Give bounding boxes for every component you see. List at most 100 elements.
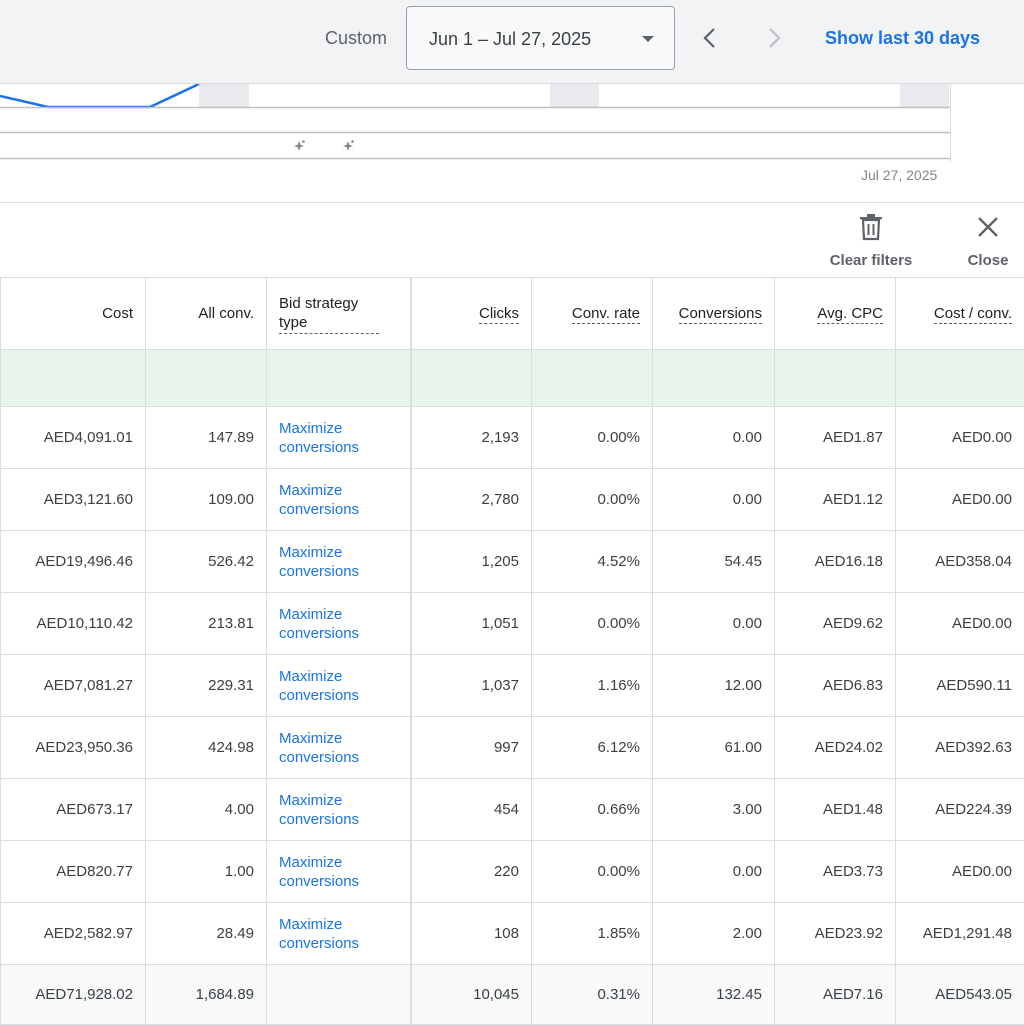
clicks-cell: 2,780 [411, 469, 532, 531]
table-row: AED23,950.36 424.98 Maximize conversions… [1, 717, 1024, 779]
clicks-cell: 220 [411, 841, 532, 903]
table-row: AED10,110.42 213.81 Maximize conversions… [1, 593, 1024, 655]
column-header-clicks[interactable]: Clicks [411, 278, 532, 350]
conv-rate-cell: 0.00% [532, 841, 653, 903]
conv-rate-cell: 0.00% [532, 407, 653, 469]
conv-rate-cell: 0.00% [532, 469, 653, 531]
conv-rate-cell: 4.52% [532, 531, 653, 593]
all-conv-cell: 526.42 [146, 531, 267, 593]
cost-cell: AED19,496.46 [1, 531, 146, 593]
bid-strategy-link[interactable]: Maximize conversions [267, 779, 411, 841]
cost-per-conv-cell: AED358.04 [896, 531, 1024, 593]
conv-rate-cell: 6.12% [532, 717, 653, 779]
cost-cell: AED4,091.01 [1, 407, 146, 469]
conversions-cell: 2.00 [653, 903, 775, 965]
conv-rate-cell: 0.66% [532, 779, 653, 841]
show-last-30-days-link[interactable]: Show last 30 days [825, 28, 980, 49]
avg-cpc-cell: AED9.62 [775, 593, 896, 655]
cost-per-conv-cell: AED0.00 [896, 469, 1024, 531]
column-header-bid-strategy-type[interactable]: Bid strategy type [267, 278, 411, 350]
weekend-band [550, 84, 599, 107]
previous-period-button[interactable] [692, 20, 728, 56]
cost-cell: AED23,950.36 [1, 717, 146, 779]
cost-per-conv-cell: AED392.63 [896, 717, 1024, 779]
total-cost-cell: AED71,928.02 [1, 965, 146, 1025]
avg-cpc-cell: AED6.83 [775, 655, 896, 717]
date-range-value: Jun 1 – Jul 27, 2025 [429, 29, 591, 50]
conversions-cell: 12.00 [653, 655, 775, 717]
dropdown-arrow-icon [642, 36, 654, 42]
all-conv-cell: 213.81 [146, 593, 267, 655]
bid-strategy-link[interactable]: Maximize conversions [267, 841, 411, 903]
conv-rate-cell: 1.16% [532, 655, 653, 717]
table-row: AED7,081.27 229.31 Maximize conversions … [1, 655, 1024, 717]
column-header-cost-per-conv[interactable]: Cost / conv. [896, 278, 1024, 350]
trash-icon [858, 213, 884, 241]
total-bid-strategy-cell [267, 965, 411, 1025]
column-header-avg-cpc[interactable]: Avg. CPC [775, 278, 896, 350]
table-row: AED673.17 4.00 Maximize conversions 454 … [1, 779, 1024, 841]
sparkle-icon[interactable] [294, 140, 305, 151]
filter-actions-bar: Clear filters Close [0, 203, 1024, 277]
cost-per-conv-cell: AED224.39 [896, 779, 1024, 841]
table-row: AED4,091.01 147.89 Maximize conversions … [1, 407, 1024, 469]
chevron-right-icon [756, 20, 792, 56]
cost-per-conv-cell: AED0.00 [896, 593, 1024, 655]
clear-filters-label: Clear filters [823, 252, 919, 269]
avg-cpc-cell: AED24.02 [775, 717, 896, 779]
weekend-band [900, 84, 949, 107]
cost-cell: AED673.17 [1, 779, 146, 841]
clicks-cell: 997 [411, 717, 532, 779]
chart-canvas [0, 84, 1024, 202]
custom-label: Custom [325, 28, 387, 49]
table-row: AED3,121.60 109.00 Maximize conversions … [1, 469, 1024, 531]
clicks-cell: 1,051 [411, 593, 532, 655]
highlighted-row [1, 350, 1024, 407]
date-toolbar: Custom Jun 1 – Jul 27, 2025 Show last 30… [0, 0, 1024, 84]
cost-cell: AED820.77 [1, 841, 146, 903]
total-cost-per-conv-cell: AED543.05 [896, 965, 1024, 1025]
bid-strategy-link[interactable]: Maximize conversions [267, 717, 411, 779]
avg-cpc-cell: AED1.12 [775, 469, 896, 531]
bid-strategy-link[interactable]: Maximize conversions [267, 469, 411, 531]
column-header-conversions[interactable]: Conversions [653, 278, 775, 350]
avg-cpc-cell: AED16.18 [775, 531, 896, 593]
weekend-band [199, 84, 249, 107]
column-header-conv-rate[interactable]: Conv. rate [532, 278, 653, 350]
chart-end-date-label: Jul 27, 2025 [861, 167, 937, 183]
close-icon [975, 213, 1001, 241]
next-period-button[interactable] [756, 20, 792, 56]
avg-cpc-cell: AED1.48 [775, 779, 896, 841]
clicks-cell: 108 [411, 903, 532, 965]
cost-cell: AED10,110.42 [1, 593, 146, 655]
table-row: AED2,582.97 28.49 Maximize conversions 1… [1, 903, 1024, 965]
close-button[interactable]: Close [960, 213, 1016, 269]
conversions-cell: 54.45 [653, 531, 775, 593]
column-header-all-conv[interactable]: All conv. [146, 278, 267, 350]
cost-cell: AED7,081.27 [1, 655, 146, 717]
bid-strategy-link[interactable]: Maximize conversions [267, 655, 411, 717]
cost-per-conv-cell: AED0.00 [896, 841, 1024, 903]
clear-filters-button[interactable]: Clear filters [823, 213, 919, 269]
all-conv-cell: 424.98 [146, 717, 267, 779]
bid-strategy-link[interactable]: Maximize conversions [267, 903, 411, 965]
total-row: AED71,928.02 1,684.89 10,045 0.31% 132.4… [1, 965, 1024, 1025]
sparkle-icon[interactable] [343, 140, 354, 151]
avg-cpc-cell: AED1.87 [775, 407, 896, 469]
column-header-cost[interactable]: Cost [1, 278, 146, 350]
cost-per-conv-cell: AED590.11 [896, 655, 1024, 717]
bid-strategy-link[interactable]: Maximize conversions [267, 407, 411, 469]
table-row: AED19,496.46 526.42 Maximize conversions… [1, 531, 1024, 593]
avg-cpc-cell: AED23.92 [775, 903, 896, 965]
all-conv-cell: 147.89 [146, 407, 267, 469]
date-range-picker[interactable]: Jun 1 – Jul 27, 2025 [406, 6, 675, 70]
conversions-cell: 0.00 [653, 841, 775, 903]
clicks-cell: 1,205 [411, 531, 532, 593]
conversions-cell: 0.00 [653, 469, 775, 531]
bid-strategy-link[interactable]: Maximize conversions [267, 593, 411, 655]
conversions-cell: 3.00 [653, 779, 775, 841]
close-label: Close [960, 252, 1016, 269]
bid-strategy-link[interactable]: Maximize conversions [267, 531, 411, 593]
total-clicks-cell: 10,045 [411, 965, 532, 1025]
table-row: AED820.77 1.00 Maximize conversions 220 … [1, 841, 1024, 903]
